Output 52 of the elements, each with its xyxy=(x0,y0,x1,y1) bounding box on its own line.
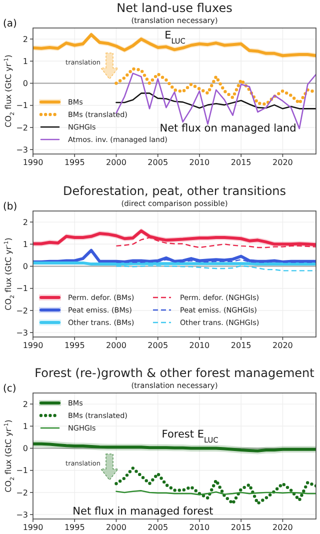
y-tick-label: −3 xyxy=(16,510,28,520)
y-tick-label: 0 xyxy=(22,444,28,454)
annotation: Forest E$_{LUC}$ xyxy=(162,428,218,444)
y-tick-label: 2 xyxy=(22,218,28,227)
annotation: Net flux in managed forest xyxy=(72,506,214,518)
x-tick-label: 2015 xyxy=(230,523,252,532)
text: (b) xyxy=(3,202,18,212)
x-tick-label: 1995 xyxy=(64,158,85,167)
line-series xyxy=(114,466,316,506)
x-tick-label: 2020 xyxy=(272,158,293,167)
y-tick-label: −1 xyxy=(16,101,28,110)
y-tick-label: −3 xyxy=(16,328,28,338)
y-tick-label: −2 xyxy=(16,488,28,498)
x-tick-label: 2005 xyxy=(148,523,168,532)
x-tick-label: 2015 xyxy=(230,158,252,167)
x-tick-label: 2020 xyxy=(272,523,293,532)
y-tick-label: 2 xyxy=(22,34,28,44)
chart-title: Net land-use fluxes xyxy=(116,1,232,15)
x-tick-label: 1990 xyxy=(22,158,44,167)
y-tick-label: −2 xyxy=(16,123,28,132)
x-tick-label: 2000 xyxy=(106,158,126,167)
line-series xyxy=(114,67,316,106)
x-tick-label: 2010 xyxy=(189,523,210,532)
y-tick-label: −2 xyxy=(16,306,28,316)
x-tick-label: 2010 xyxy=(189,158,210,167)
x-tick-label: 2010 xyxy=(189,341,210,350)
x-tick-label: 1990 xyxy=(22,523,44,532)
x-tick-label: 2020 xyxy=(272,341,293,350)
x-tick-label: 2015 xyxy=(230,341,252,350)
x-tick-label: 2000 xyxy=(106,523,126,532)
text: (a) xyxy=(3,18,18,30)
y-tick-label: 0 xyxy=(22,79,28,88)
chart-title: Forest (re-)growth & other forest management xyxy=(34,366,315,380)
line-series xyxy=(116,92,316,110)
y-tick-label: 1 xyxy=(22,422,28,431)
y-tick-label: 1 xyxy=(22,56,28,66)
x-tick-label: 2000 xyxy=(106,341,126,350)
y-tick-label: −1 xyxy=(16,466,28,476)
x-tick-label: 1990 xyxy=(22,341,44,350)
y-tick-label: −1 xyxy=(16,284,28,294)
x-tick-label: 2005 xyxy=(148,158,168,167)
x-tick-label: 1995 xyxy=(64,341,85,350)
x-tick-label: 2005 xyxy=(148,341,168,350)
annotation: E$_{LUC}$ xyxy=(164,30,186,46)
text: (c) xyxy=(3,384,16,394)
annotation: Net flux on managed land xyxy=(160,122,296,135)
y-tick-label: 2 xyxy=(22,400,28,409)
chart-title: Deforestation, peat, other transitions xyxy=(62,184,286,198)
y-tick-label: 0 xyxy=(22,262,28,272)
x-tick-label: 1995 xyxy=(64,523,85,532)
y-tick-label: 1 xyxy=(22,240,28,249)
y-tick-label: −3 xyxy=(16,145,28,154)
